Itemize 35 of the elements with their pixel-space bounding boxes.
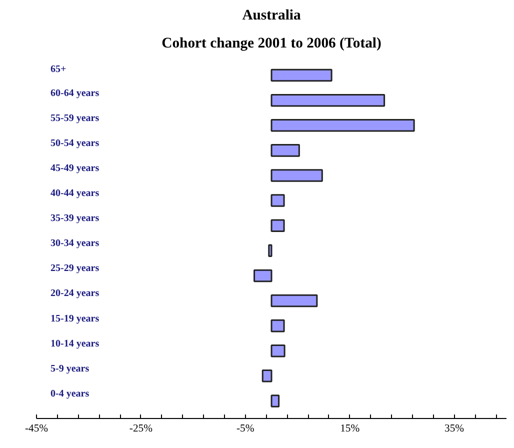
bar [270,68,332,82]
bar [270,144,300,157]
y-tick-label: 5-9 years [50,363,90,374]
y-tick-label: 30-34 years [50,238,100,250]
y-tick-label: 35-39 years [50,213,100,224]
y-tick-label: 25-29 years [50,263,100,274]
y-tick-label: 20-24 years [50,288,100,300]
chart-title: Australia [242,8,302,24]
y-tick-label: 55-59 years [50,112,100,124]
bar [270,194,285,207]
bar [262,370,272,382]
bar [270,394,280,408]
x-tick-label: 35% [444,424,464,434]
bar [270,119,415,132]
y-tick-label: 0-4 years [50,388,90,400]
x-tick-label: 15% [340,424,360,434]
y-tick-label: 45-49 years [50,162,100,174]
y-tick-label: 50-54 years [50,138,100,149]
bar [270,94,386,107]
bar [270,294,318,308]
bar [270,319,285,332]
y-tick-label: 60-64 years [50,88,100,99]
x-tick-label: -5% [236,424,254,434]
chart-subtitle: Cohort change 2001 to 2006 (Total) [162,36,382,52]
x-tick-label: -25% [129,424,153,434]
y-tick-label: 65+ [50,64,66,75]
bar [268,244,272,258]
x-tick-label: -45% [24,424,48,434]
y-tick-label: 10-14 years [50,338,100,350]
y-tick-label: 40-44 years [50,188,100,200]
bar [270,219,285,232]
bar [270,344,286,358]
bar [254,269,272,282]
bar [270,169,323,182]
y-tick-label: 15-19 years [50,313,100,324]
